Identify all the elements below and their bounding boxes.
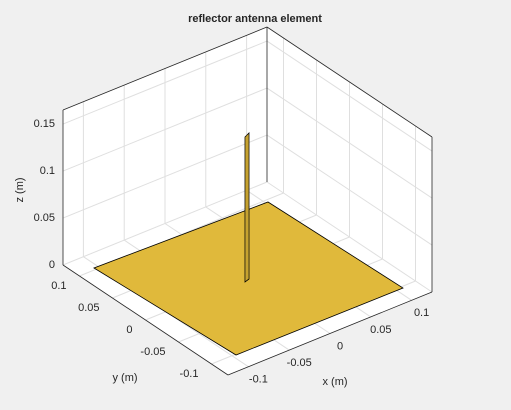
- x-tick-label: -0.1: [249, 374, 268, 386]
- grid-line: [266, 134, 433, 246]
- grid-line: [266, 181, 433, 293]
- z-axis-label: z (m): [14, 177, 26, 202]
- z-tick-label: 0: [49, 259, 55, 271]
- y-tick-label: -0.05: [140, 346, 165, 358]
- y-axis-label: y (m): [112, 372, 137, 384]
- axes-edge: [62, 264, 229, 376]
- grid-line: [266, 87, 433, 199]
- x-axis-label: x (m): [322, 376, 347, 388]
- axes-edge: [266, 26, 433, 138]
- grid-line: [266, 40, 433, 152]
- z-tick-label: 0.15: [34, 118, 55, 130]
- grid-line: [62, 40, 268, 125]
- y-tick-label: 0.05: [78, 302, 99, 314]
- grid-line: [62, 134, 268, 219]
- grid-line: [62, 87, 268, 172]
- axes-edge: [62, 26, 268, 111]
- y-tick-label: 0.1: [51, 280, 66, 292]
- x-tick-label: 0.1: [414, 307, 429, 319]
- axes-edge: [227, 291, 433, 376]
- x-tick-label: -0.05: [287, 357, 312, 369]
- x-tick-label: 0: [337, 340, 343, 352]
- chart-title: reflector antenna element: [188, 13, 322, 25]
- y-tick-label: -0.1: [180, 368, 199, 380]
- z-tick-label: 0.1: [40, 165, 55, 177]
- grid-line: [62, 181, 268, 266]
- x-tick-label: 0.05: [370, 324, 391, 336]
- y-tick-label: 0: [126, 324, 132, 336]
- z-tick-label: 0.05: [34, 212, 55, 224]
